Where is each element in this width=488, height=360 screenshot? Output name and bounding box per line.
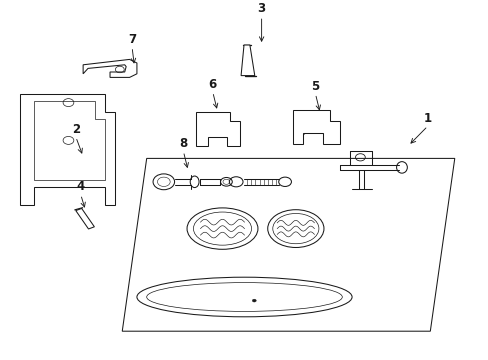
Text: 8: 8 — [179, 137, 187, 150]
Text: 7: 7 — [128, 33, 136, 46]
Text: 2: 2 — [72, 123, 80, 136]
Text: 4: 4 — [77, 180, 84, 193]
Polygon shape — [34, 101, 105, 180]
Polygon shape — [122, 158, 454, 331]
Polygon shape — [293, 110, 339, 144]
Polygon shape — [20, 94, 115, 205]
Polygon shape — [195, 112, 239, 146]
Text: 5: 5 — [311, 80, 319, 93]
Text: 3: 3 — [257, 2, 265, 15]
Text: 1: 1 — [423, 112, 431, 125]
Polygon shape — [241, 45, 254, 76]
Circle shape — [252, 299, 256, 302]
Polygon shape — [83, 59, 137, 77]
Polygon shape — [76, 208, 94, 229]
Text: 6: 6 — [208, 78, 216, 91]
